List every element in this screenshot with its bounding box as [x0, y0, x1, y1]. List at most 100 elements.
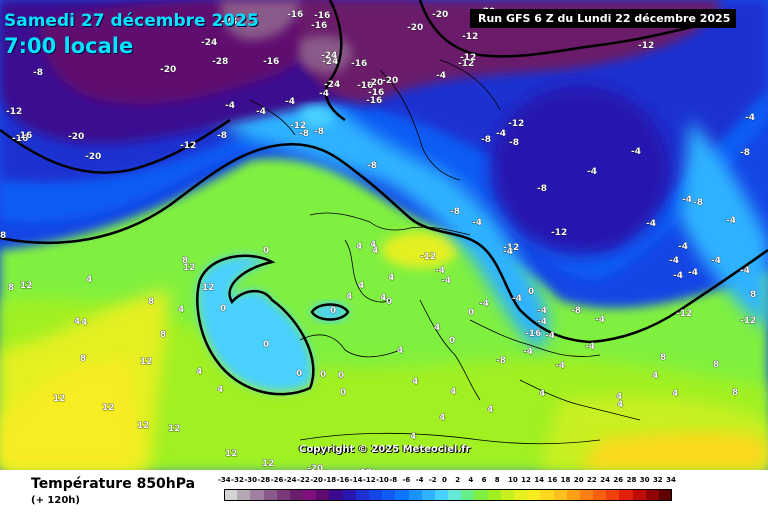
temperature-label: -4 — [503, 247, 513, 257]
scale-swatch — [566, 489, 581, 501]
temperature-label: -24 — [324, 80, 340, 90]
scale-swatch — [395, 489, 409, 501]
forecast-time: 7:00 locale — [4, 34, 134, 58]
temperature-label: -4 — [479, 299, 489, 309]
temperature-label: 12 — [183, 263, 196, 273]
scale-tick-label: -14 — [349, 476, 363, 484]
temperature-label: -4 — [225, 101, 235, 111]
temperature-label: -4 — [682, 195, 692, 205]
scale-tick-label: 32 — [652, 476, 663, 484]
temperature-label: -8 — [693, 198, 703, 208]
temperature-label: 4 — [616, 392, 622, 402]
temperature-label: 4 — [74, 317, 80, 327]
temperature-label: -4 — [436, 71, 446, 81]
scale-tick-label: -12 — [362, 476, 376, 484]
scale-swatch — [250, 489, 264, 501]
temperature-label: -16 — [263, 57, 279, 67]
temperature-label: -16 — [366, 96, 382, 106]
temperature-label: -28 — [212, 57, 228, 67]
temperature-label: 12 — [140, 357, 153, 367]
temperature-label: -8 — [496, 356, 506, 366]
scale-swatch — [579, 489, 594, 501]
temperature-label: -4 — [745, 113, 755, 123]
temperature-label: 4 — [617, 400, 623, 410]
scale-tick-label: -26 — [270, 476, 284, 484]
temperature-label: -12 — [180, 141, 196, 151]
scale-swatch — [316, 489, 330, 501]
legend-footer: Température 850hPa (+ 120h) -34 -32 -30 -28… — [0, 470, 768, 512]
temperature-label: 4 — [346, 292, 352, 302]
temperature-label: 8 — [750, 290, 756, 300]
scale-swatch — [303, 489, 317, 501]
temperature-label: 4 — [372, 246, 378, 256]
temperature-label: -4 — [512, 294, 522, 304]
temperature-label: -8 — [217, 131, 227, 141]
temperature-label: -4 — [688, 268, 698, 278]
temperature-label: 12 — [20, 281, 33, 291]
temperature-label: -4 — [285, 97, 295, 107]
temperature-label: -12 — [458, 59, 474, 69]
temperature-label: -4 — [537, 317, 547, 327]
coastlines — [249, 59, 641, 445]
temperature-label: 4 — [539, 389, 545, 399]
temperature-label: -8 — [571, 306, 581, 316]
temperature-label: -4 — [545, 331, 555, 341]
temperature-label: 0 — [263, 246, 269, 256]
temperature-label: -4 — [678, 242, 688, 252]
temperature-label: -8 — [367, 161, 377, 171]
temperature-label: -12 — [6, 107, 22, 117]
temperature-label: 4 — [450, 387, 456, 397]
forecast-date: Samedi 27 décembre 2025 — [4, 11, 259, 31]
temperature-label: -20 — [68, 132, 84, 142]
scale-swatch — [434, 489, 449, 501]
temperature-label: -4 — [631, 147, 641, 157]
temperature-label: 12 — [102, 403, 115, 413]
scale-swatch — [619, 489, 633, 501]
temperature-label: 0 — [330, 306, 336, 316]
model-run-label: Run GFS 6 Z du Lundi 22 décembre 2025 — [470, 9, 736, 28]
temperature-label: 0 — [296, 369, 302, 379]
scale-swatch — [263, 489, 277, 501]
temperature-label: -12 — [740, 316, 756, 326]
temperature-label: 0 — [340, 388, 346, 398]
scale-tick-label: 0 — [442, 476, 447, 484]
temperature-label: 12 — [202, 283, 215, 293]
temperature-label: 4 — [81, 318, 87, 328]
scale-tick-label: 24 — [600, 476, 610, 484]
temperature-label: 4 — [217, 385, 223, 395]
scale-swatch — [448, 489, 462, 501]
temperature-label: 0 — [338, 371, 344, 381]
temperature-label: -4 — [537, 306, 547, 316]
temperature-label: 4 — [380, 293, 386, 303]
temperature-label: -4 — [595, 315, 605, 325]
scale-swatch — [421, 489, 436, 501]
temperature-label: 12 — [225, 449, 238, 459]
temperature-label: 4 — [370, 240, 376, 250]
temperature-label: 4 — [86, 275, 92, 285]
temperature-label: 12 — [53, 394, 66, 404]
scale-swatch — [368, 489, 383, 501]
temperature-label: 8 — [660, 353, 666, 363]
temperature-label: 4 — [388, 273, 394, 283]
temperature-label: -20 — [407, 23, 423, 33]
temperature-label: -4 — [472, 218, 482, 228]
temperature-label: -20 — [307, 464, 323, 470]
temperature-label: -4 — [587, 167, 597, 177]
scale-swatch — [474, 489, 488, 501]
temperature-label: -16 — [16, 131, 32, 141]
temperature-label: 4 — [434, 323, 440, 333]
temperature-label: 4 — [358, 281, 364, 291]
temperature-label: 4 — [439, 413, 445, 423]
temperature-label: -4 — [646, 219, 656, 229]
temperature-label: -4 — [256, 107, 266, 117]
color-scale: -34 -32 -30 -28 -26 -24 -22 -20 -18 -16 -14 -12 -10-… — [0, 470, 768, 512]
temperature-label: -4 — [585, 342, 595, 352]
temperature-label: -16 — [351, 59, 367, 69]
temperature-label: -20 — [160, 65, 176, 75]
scale-swatch — [658, 489, 673, 501]
scale-swatch — [645, 489, 660, 501]
temperature-label: -16 — [311, 21, 327, 31]
scale-swatch — [553, 489, 567, 501]
temperature-label: -4 — [555, 361, 565, 371]
temperature-label: -4 — [435, 266, 445, 276]
